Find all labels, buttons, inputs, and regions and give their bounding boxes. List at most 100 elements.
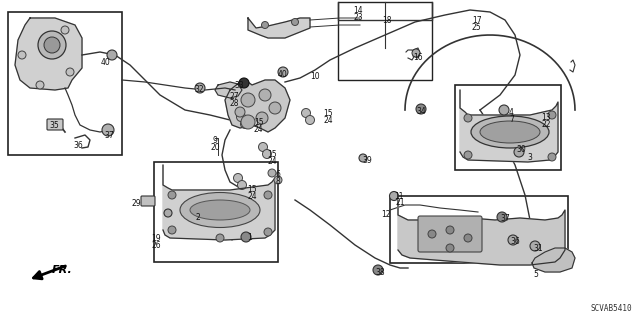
Text: 18: 18 xyxy=(382,16,392,25)
Bar xyxy=(455,85,561,170)
Circle shape xyxy=(36,81,44,89)
Text: 24: 24 xyxy=(267,157,276,166)
Text: 32: 32 xyxy=(194,85,204,94)
Circle shape xyxy=(216,234,224,242)
Ellipse shape xyxy=(471,116,549,148)
Text: 24: 24 xyxy=(247,192,257,201)
Polygon shape xyxy=(215,82,242,98)
Circle shape xyxy=(262,150,271,159)
Text: 26: 26 xyxy=(151,241,161,250)
Text: 14: 14 xyxy=(353,6,363,15)
Text: 31: 31 xyxy=(533,244,543,253)
Circle shape xyxy=(168,226,176,234)
Circle shape xyxy=(195,83,205,93)
Text: 24: 24 xyxy=(254,125,264,134)
Circle shape xyxy=(291,19,298,26)
Text: 15: 15 xyxy=(267,150,276,159)
Circle shape xyxy=(102,124,114,136)
Circle shape xyxy=(262,21,269,28)
Text: FR.: FR. xyxy=(52,265,73,275)
Circle shape xyxy=(18,51,26,59)
Text: 13: 13 xyxy=(541,113,550,122)
Circle shape xyxy=(530,241,540,251)
Text: 23: 23 xyxy=(353,13,363,22)
Circle shape xyxy=(305,115,314,124)
FancyBboxPatch shape xyxy=(47,119,63,130)
Ellipse shape xyxy=(480,121,540,143)
Polygon shape xyxy=(398,200,565,265)
Circle shape xyxy=(168,191,176,199)
Text: 24: 24 xyxy=(323,116,333,125)
Text: 11: 11 xyxy=(394,192,403,201)
Circle shape xyxy=(44,37,60,53)
Circle shape xyxy=(278,67,288,77)
Circle shape xyxy=(241,115,255,129)
Text: 40: 40 xyxy=(278,70,288,79)
Circle shape xyxy=(497,212,507,222)
Text: 3: 3 xyxy=(527,153,532,162)
Circle shape xyxy=(508,235,518,245)
Circle shape xyxy=(237,113,246,122)
Text: 5: 5 xyxy=(533,270,538,279)
Circle shape xyxy=(428,230,436,238)
Circle shape xyxy=(499,105,509,115)
Circle shape xyxy=(164,209,172,217)
Circle shape xyxy=(464,114,472,122)
FancyBboxPatch shape xyxy=(418,216,482,252)
Text: 38: 38 xyxy=(375,268,385,277)
Ellipse shape xyxy=(190,200,250,220)
Circle shape xyxy=(61,26,69,34)
Text: 28: 28 xyxy=(229,99,239,108)
Text: 8: 8 xyxy=(276,177,281,186)
Circle shape xyxy=(241,232,251,242)
Circle shape xyxy=(107,50,117,60)
Text: 2: 2 xyxy=(195,213,200,222)
Text: 27: 27 xyxy=(229,92,239,101)
Circle shape xyxy=(548,153,556,161)
Text: 9: 9 xyxy=(212,136,218,145)
Circle shape xyxy=(412,49,420,57)
Circle shape xyxy=(390,191,399,201)
Polygon shape xyxy=(163,165,275,240)
Text: 37: 37 xyxy=(500,214,509,223)
Text: 25: 25 xyxy=(472,23,482,32)
Circle shape xyxy=(548,111,556,119)
Text: 10: 10 xyxy=(310,72,319,81)
Circle shape xyxy=(514,147,524,157)
Text: 34: 34 xyxy=(416,107,426,116)
Text: 40: 40 xyxy=(101,58,111,67)
Circle shape xyxy=(268,169,276,177)
Circle shape xyxy=(234,174,243,182)
Text: 6: 6 xyxy=(276,170,281,179)
Text: 12: 12 xyxy=(381,210,390,219)
Text: 4: 4 xyxy=(509,108,514,117)
Polygon shape xyxy=(225,80,290,132)
Text: 16: 16 xyxy=(413,53,422,62)
Bar xyxy=(8,12,122,155)
Circle shape xyxy=(256,112,268,124)
Polygon shape xyxy=(532,248,575,272)
Circle shape xyxy=(239,78,249,88)
Text: 29: 29 xyxy=(131,199,141,208)
Circle shape xyxy=(237,181,246,189)
Text: 30: 30 xyxy=(516,145,525,154)
Text: 21: 21 xyxy=(396,198,406,207)
Circle shape xyxy=(373,265,383,275)
Circle shape xyxy=(241,93,255,107)
Text: 37: 37 xyxy=(104,131,114,140)
Bar xyxy=(390,196,568,263)
Text: 33: 33 xyxy=(234,81,244,90)
Polygon shape xyxy=(248,18,310,38)
Text: 15: 15 xyxy=(323,109,333,118)
Polygon shape xyxy=(15,18,82,90)
Circle shape xyxy=(241,120,250,129)
Text: 7: 7 xyxy=(509,115,514,124)
Circle shape xyxy=(464,151,472,159)
Bar xyxy=(338,2,432,80)
Circle shape xyxy=(259,89,271,101)
Circle shape xyxy=(264,228,272,236)
Circle shape xyxy=(416,104,426,114)
Circle shape xyxy=(446,226,454,234)
Circle shape xyxy=(66,68,74,76)
Text: 15: 15 xyxy=(254,118,264,127)
